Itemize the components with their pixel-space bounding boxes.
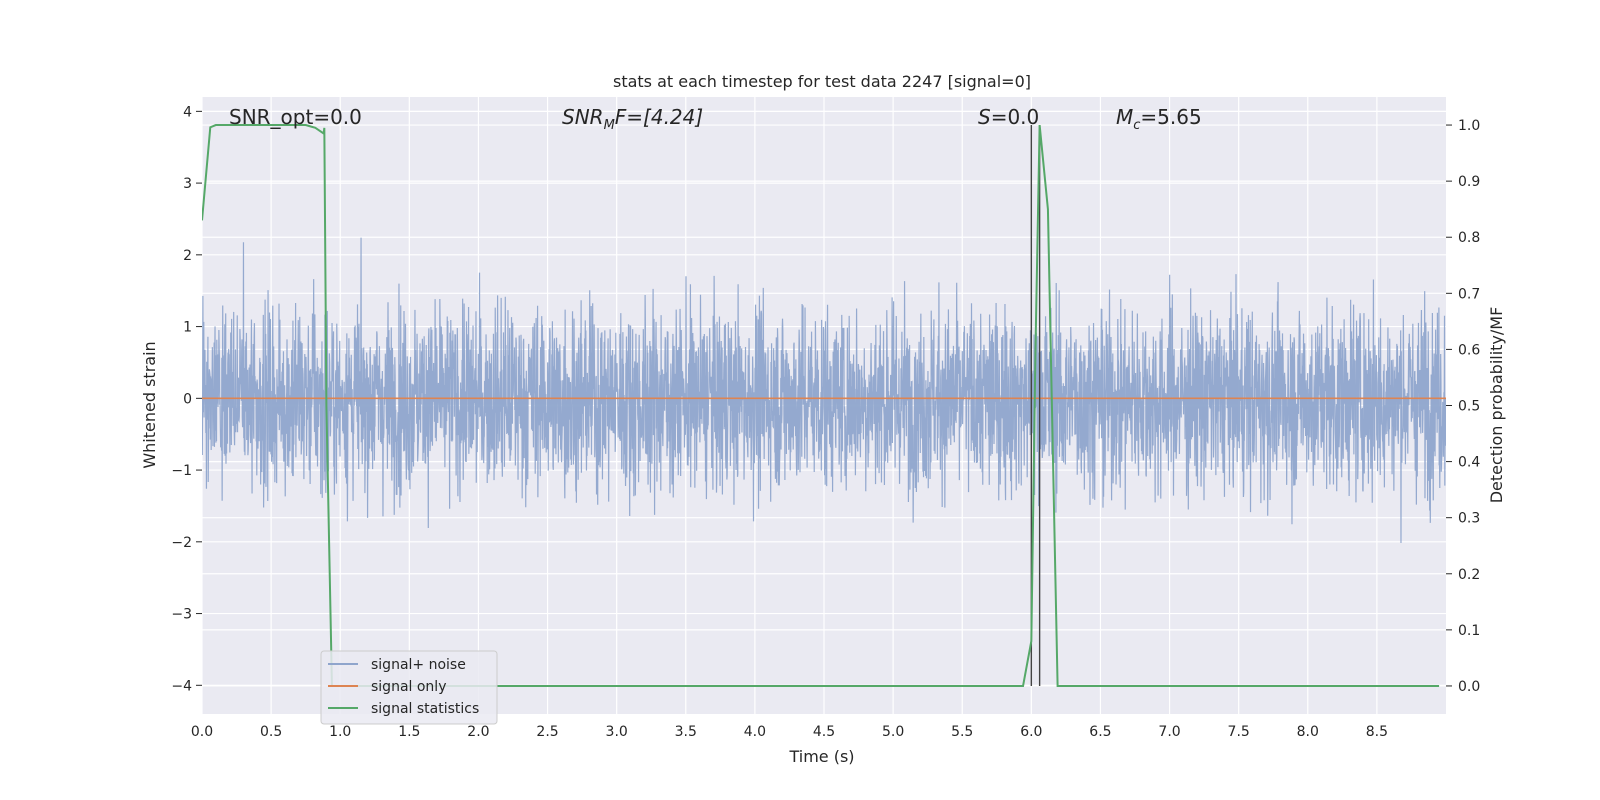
right-y-tick-label: 0.1 (1458, 623, 1480, 639)
x-tick-label: 5.5 (951, 724, 973, 740)
left-y-tick-label: 4 (183, 104, 192, 120)
snr-mf-f: F=[4.24] (615, 105, 703, 129)
x-tick-label: 4.0 (744, 724, 766, 740)
x-tick-label: 7.0 (1158, 724, 1180, 740)
left-y-tick-label: 2 (183, 248, 192, 264)
x-tick-label: 2.5 (536, 724, 558, 740)
x-tick-label: 6.0 (1020, 724, 1042, 740)
plot-area (201, 97, 1446, 714)
snr-mf-sub: M (604, 118, 615, 133)
x-tick-label: 5.0 (882, 724, 904, 740)
x-tick-label: 1.0 (329, 724, 351, 740)
left-y-tick-label: −2 (171, 535, 192, 551)
left-y-axis-ticks: 4 3 2 1 0 −1 −2 −3 −4 (171, 104, 202, 694)
right-y-axis-ticks: 1.0 0.9 0.8 0.7 0.6 0.5 0.4 0.3 0.2 0.1 0.0 (1446, 118, 1480, 695)
x-tick-label: 3.5 (675, 724, 697, 740)
x-axis-label: Time (s) (788, 747, 854, 766)
x-tick-label: 0.5 (260, 724, 282, 740)
annotation-snr-mf: SNRMF=[4.24] (562, 105, 703, 133)
right-y-tick-label: 0.3 (1458, 511, 1480, 527)
x-tick-label: 3.0 (606, 724, 628, 740)
legend-box (320, 650, 498, 725)
right-y-tick-label: 0.5 (1458, 399, 1480, 415)
right-y-tick-label: 0.9 (1458, 174, 1480, 190)
left-y-tick-label: 1 (183, 320, 192, 336)
x-tick-label: 6.5 (1089, 724, 1111, 740)
x-axis-ticks: 0.0 0.5 1.0 1.5 2.0 2.5 3.0 3.5 4.0 4.5 5.0 5.5 6.0 6… (191, 724, 1388, 740)
left-y-axis-label: Whitened strain (140, 341, 159, 468)
annotation-snr-opt: SNR_opt=0.0 (229, 105, 362, 129)
right-y-tick-label: 0.2 (1458, 567, 1480, 583)
left-y-tick-label: −4 (171, 678, 192, 694)
x-tick-label: 2.0 (467, 724, 489, 740)
legend-label-signal-only: signal only (371, 679, 446, 695)
right-y-tick-label: 0.8 (1458, 230, 1480, 246)
x-tick-label: 1.5 (398, 724, 420, 740)
right-y-tick-label: 1.0 (1458, 118, 1480, 134)
x-tick-label: 7.5 (1228, 724, 1250, 740)
series-signal-noise (202, 237, 1446, 544)
legend-label-signal-noise: signal+ noise (371, 657, 466, 673)
right-y-tick-label: 0.0 (1458, 679, 1480, 695)
right-y-tick-label: 0.6 (1458, 342, 1480, 358)
legend-label-signal-statistics: signal statistics (371, 701, 479, 717)
left-y-tick-label: 0 (183, 391, 192, 407)
left-y-tick-label: 3 (183, 176, 192, 192)
x-tick-label: 4.5 (813, 724, 835, 740)
annotation-mc: Mc=5.65 (1116, 105, 1202, 133)
legend: signal+ noise signal only signal statist… (320, 650, 498, 725)
x-tick-label: 8.0 (1297, 724, 1319, 740)
x-tick-label: 0.0 (191, 724, 213, 740)
x-tick-label: 8.5 (1366, 724, 1388, 740)
chart-title: stats at each timestep for test data 224… (613, 72, 1031, 91)
left-y-tick-label: −1 (171, 463, 192, 479)
right-y-tick-label: 0.4 (1458, 455, 1480, 471)
right-y-tick-label: 0.7 (1458, 286, 1480, 302)
left-y-tick-label: −3 (171, 607, 192, 623)
annotation-s: S=0.0 (978, 105, 1039, 129)
right-y-axis-label: Detection probability/MF (1487, 307, 1506, 504)
snr-mf-main: SNR (562, 105, 604, 129)
